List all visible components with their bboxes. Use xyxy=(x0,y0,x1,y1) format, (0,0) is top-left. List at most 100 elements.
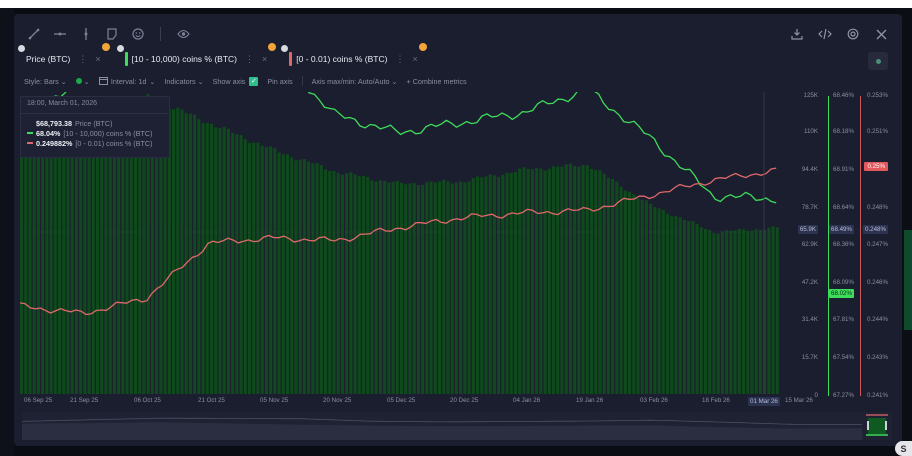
tooltip-row-10-10000: 68.04% [10 - 10,000) coins % (BTC) xyxy=(21,128,169,138)
tab-label: [0 - 0.01) coins % (BTC) xyxy=(296,54,388,64)
axis-tick: 125K xyxy=(803,92,818,99)
tooltip-row-0-001: 0.249882% [0 - 0.01) coins % (BTC) xyxy=(21,138,169,148)
note-icon[interactable] xyxy=(104,26,120,42)
axis-tick: 110K xyxy=(804,128,818,135)
axis-tick: 62.9K xyxy=(801,241,818,248)
indicators-label: Indicators xyxy=(164,76,196,86)
combine-metrics-button[interactable]: + Combine metrics xyxy=(406,76,467,86)
interval-label: Interval: 1d xyxy=(110,76,147,86)
x-tick: 20 Dec 25 xyxy=(450,397,479,404)
interval-dropdown[interactable]: Interval: 1d ⌄ xyxy=(98,76,155,86)
axis-tick: 15.7K xyxy=(801,354,818,361)
indicators-dropdown[interactable]: Indicators ⌄ xyxy=(164,77,203,86)
embed-code-icon[interactable] xyxy=(818,26,832,42)
coins-10-10000-axis[interactable]: 68.46% 68.18% 68.91% 68.64% 68.49% 68.36… xyxy=(829,86,854,404)
more-icon[interactable]: ⋮ xyxy=(78,53,88,64)
axis-tick: 0.248% xyxy=(867,204,888,211)
axis-cursor-label: 0.248% xyxy=(863,225,888,234)
axis-tick: 68.64% xyxy=(833,204,854,211)
settings-icon[interactable] xyxy=(846,26,860,42)
color-swatch-icon xyxy=(75,77,82,84)
axis-tick: 78.7K xyxy=(801,204,818,211)
panel-toggle-button[interactable] xyxy=(868,52,888,70)
axis-tick: 0.253% xyxy=(867,92,888,99)
x-tick: 21 Sep 25 xyxy=(70,397,99,404)
color-dropdown[interactable]: ⌄ xyxy=(75,76,90,86)
axis-tick: 0.247% xyxy=(867,241,888,248)
chevron-down-icon: ⌄ xyxy=(391,76,398,86)
tooltip-value: 0.249882% xyxy=(36,138,73,148)
range-selector-handle[interactable] xyxy=(866,414,888,436)
close-tab-icon[interactable]: × xyxy=(262,54,268,64)
pin-icon[interactable] xyxy=(281,45,289,52)
checkbox-checked-icon[interactable]: ✓ xyxy=(249,76,259,86)
coins-0-001-axis[interactable]: 0.253% 0.251% 0.25% 0.248% 0.248% 0.247%… xyxy=(862,86,888,404)
toolbar-divider xyxy=(160,27,161,41)
pin-axis-toggle[interactable]: Pin axis xyxy=(267,76,293,86)
axis-tick: 67.54% xyxy=(833,354,854,361)
x-tick: 05 Nov 25 xyxy=(260,397,289,404)
legend-swatch xyxy=(27,122,33,124)
tab-price[interactable]: Price (BTC) ⋮ × xyxy=(18,43,110,68)
tooltip-label: [0 - 0.01) coins % (BTC) xyxy=(75,138,153,148)
screen-top-edge xyxy=(0,0,912,8)
background-panel-edge xyxy=(904,230,912,330)
trend-line-icon[interactable] xyxy=(26,26,42,42)
x-tick: 05 Dec 25 xyxy=(387,397,416,404)
axis-tick: 0.246% xyxy=(867,279,888,286)
axis-tick: 47.2K xyxy=(801,279,818,286)
download-icon[interactable] xyxy=(790,26,804,42)
axis-tick: 68.09% xyxy=(833,279,854,286)
chevron-down-icon: ⌄ xyxy=(197,76,204,86)
close-icon[interactable] xyxy=(874,26,888,42)
price-axis[interactable]: 125K 110K 94.4K 78.7K 65.9K 62.9K 47.2K … xyxy=(780,86,818,404)
current-value-badge: 68.02% xyxy=(829,289,854,298)
tab-label: [10 - 10,000) coins % (BTC) xyxy=(131,54,238,64)
x-tick: 04 Jan 26 xyxy=(513,397,541,404)
series-axis-line xyxy=(828,96,829,396)
vertical-line-icon[interactable] xyxy=(78,26,94,42)
style-dropdown[interactable]: Style: Bars ⌄ xyxy=(24,77,67,86)
pin-icon[interactable] xyxy=(18,45,25,52)
tooltip-value: $68,793.38 xyxy=(36,118,72,128)
emoji-icon[interactable] xyxy=(130,26,146,42)
chart-actions xyxy=(790,26,888,42)
axis-tick: 0.241% xyxy=(867,392,888,399)
axis-tick: 68.46% xyxy=(833,92,854,99)
tooltip-row-price: $68,793.38 Price (BTC) xyxy=(21,118,169,128)
legend-swatch xyxy=(27,132,33,134)
floating-s-button[interactable]: S xyxy=(895,441,912,456)
axis-tick: 0.251% xyxy=(867,128,888,135)
pin-icon[interactable] xyxy=(116,45,124,52)
chart-options-bar: Style: Bars ⌄ ⌄ Interval: 1d ⌄ Indicator… xyxy=(24,76,467,86)
tab-0-001-coins[interactable]: [0 - 0.01) coins % (BTC) ⋮ × xyxy=(281,43,427,68)
alert-badge-icon[interactable] xyxy=(101,43,110,51)
alert-badge-icon[interactable] xyxy=(418,43,427,51)
range-navigator[interactable] xyxy=(22,412,892,440)
alert-badge-icon[interactable] xyxy=(268,43,277,51)
axis-maxmin-dropdown[interactable]: Axis max/min: Auto/Auto ⌄ xyxy=(312,77,398,86)
x-tick: 06 Oct 25 xyxy=(134,397,161,404)
x-tick: 18 Feb 26 xyxy=(702,397,730,404)
x-tick: 03 Feb 26 xyxy=(640,397,668,404)
tab-10-10000-coins[interactable]: [10 - 10,000) coins % (BTC) ⋮ × xyxy=(116,43,277,68)
close-tab-icon[interactable]: × xyxy=(412,54,418,64)
metric-tabs: Price (BTC) ⋮ × [10 - 10,000) coins % (B… xyxy=(18,43,427,68)
more-icon[interactable]: ⋮ xyxy=(245,53,255,64)
axis-tick: 31.4K xyxy=(801,316,818,323)
close-tab-icon[interactable]: × xyxy=(95,54,101,64)
x-tick: 21 Oct 25 xyxy=(198,397,225,404)
chevron-down-icon: ⌄ xyxy=(83,76,90,86)
show-axis-toggle[interactable]: Show axis ✓ xyxy=(213,76,259,86)
axis-cursor-label: 68.49% xyxy=(829,225,854,234)
eye-icon[interactable] xyxy=(175,26,191,42)
legend-swatch xyxy=(27,142,33,144)
axis-tick: 0.244% xyxy=(867,316,888,323)
more-icon[interactable]: ⋮ xyxy=(395,53,405,64)
series-color-swatch xyxy=(124,52,128,66)
axis-tick: 0 xyxy=(814,392,818,399)
chart-plot-area[interactable] xyxy=(20,92,780,394)
options-divider xyxy=(301,76,303,86)
axis-tick: 67.81% xyxy=(833,316,854,323)
horizontal-line-icon[interactable] xyxy=(52,26,68,42)
